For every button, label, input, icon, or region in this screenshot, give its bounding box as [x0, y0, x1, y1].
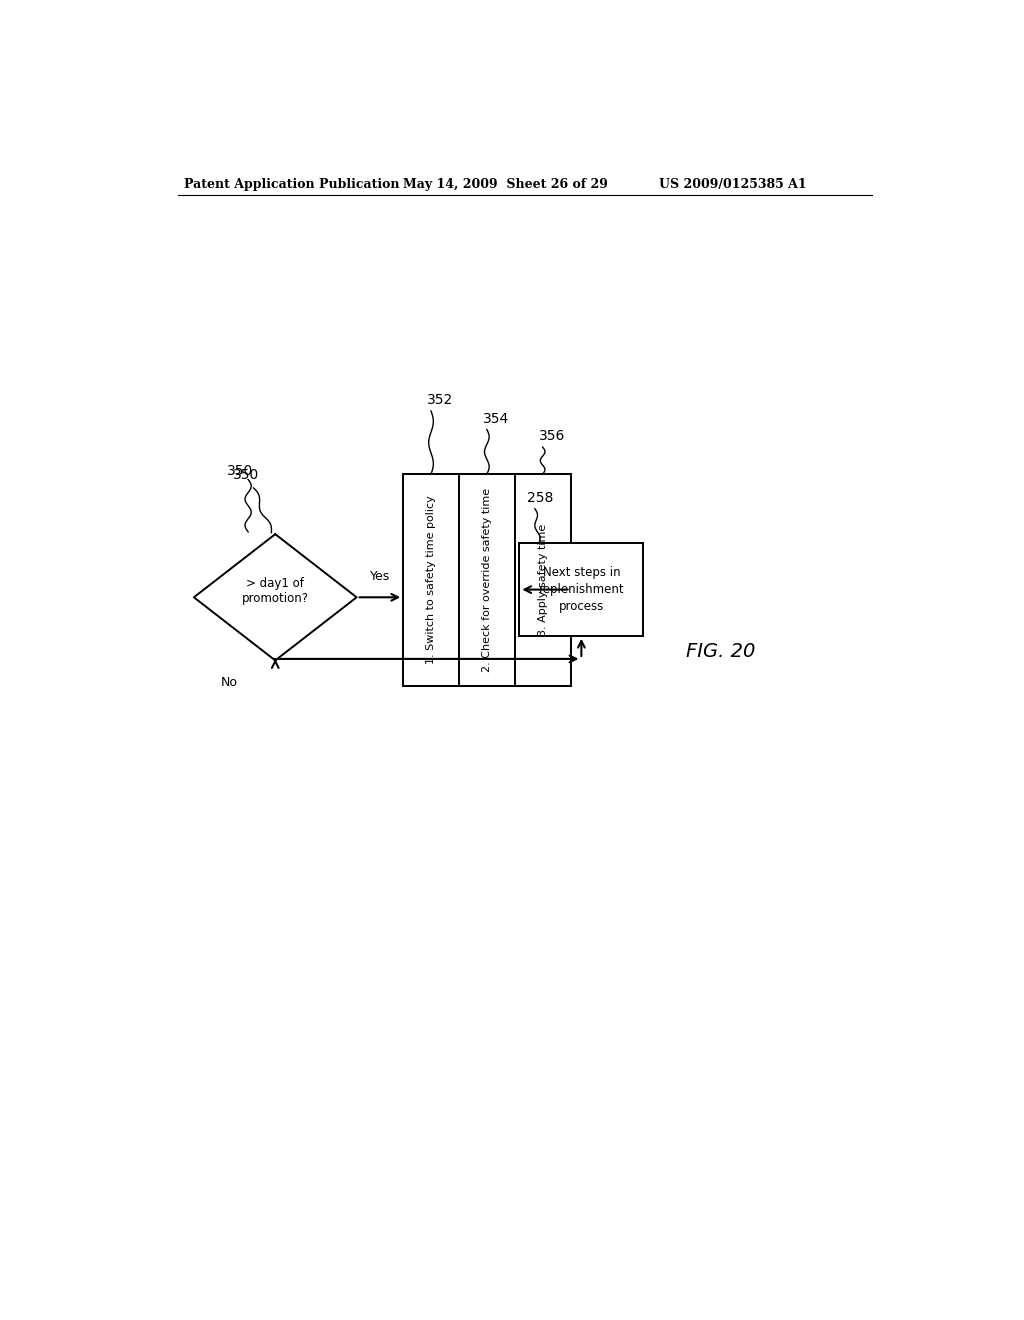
Text: No: No	[220, 676, 238, 689]
Bar	[519, 544, 643, 636]
Bar	[459, 474, 515, 686]
Text: 352: 352	[427, 393, 454, 407]
Text: 1. Switch to safety time policy: 1. Switch to safety time policy	[426, 495, 436, 664]
Text: 354: 354	[483, 412, 509, 425]
Text: 3. Apply safety time: 3. Apply safety time	[538, 524, 548, 636]
Text: 350: 350	[232, 467, 259, 482]
Bar	[515, 474, 570, 686]
Text: > day1 of
promotion?: > day1 of promotion?	[242, 577, 309, 605]
Text: 2. Check for override safety time: 2. Check for override safety time	[482, 488, 492, 672]
Text: US 2009/0125385 A1: US 2009/0125385 A1	[658, 178, 807, 190]
Text: FIG. 20: FIG. 20	[686, 642, 756, 661]
Bar	[403, 474, 459, 686]
Text: 350: 350	[227, 463, 254, 478]
Text: May 14, 2009  Sheet 26 of 29: May 14, 2009 Sheet 26 of 29	[403, 178, 608, 190]
Text: Yes: Yes	[370, 570, 390, 583]
Text: 258: 258	[527, 491, 554, 506]
Text: 356: 356	[539, 429, 565, 444]
Text: Next steps in
replenishment
process: Next steps in replenishment process	[539, 566, 625, 612]
Text: Patent Application Publication: Patent Application Publication	[183, 178, 399, 190]
